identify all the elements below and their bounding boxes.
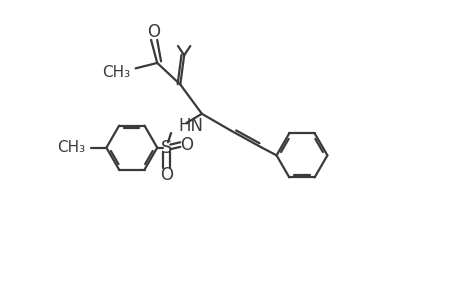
Text: CH₃: CH₃ [102, 65, 130, 80]
Text: O: O [160, 167, 173, 184]
Text: O: O [179, 136, 193, 154]
Text: O: O [146, 23, 160, 41]
Text: S: S [160, 139, 172, 157]
Text: HN: HN [179, 117, 203, 135]
Text: CH₃: CH₃ [56, 140, 84, 155]
